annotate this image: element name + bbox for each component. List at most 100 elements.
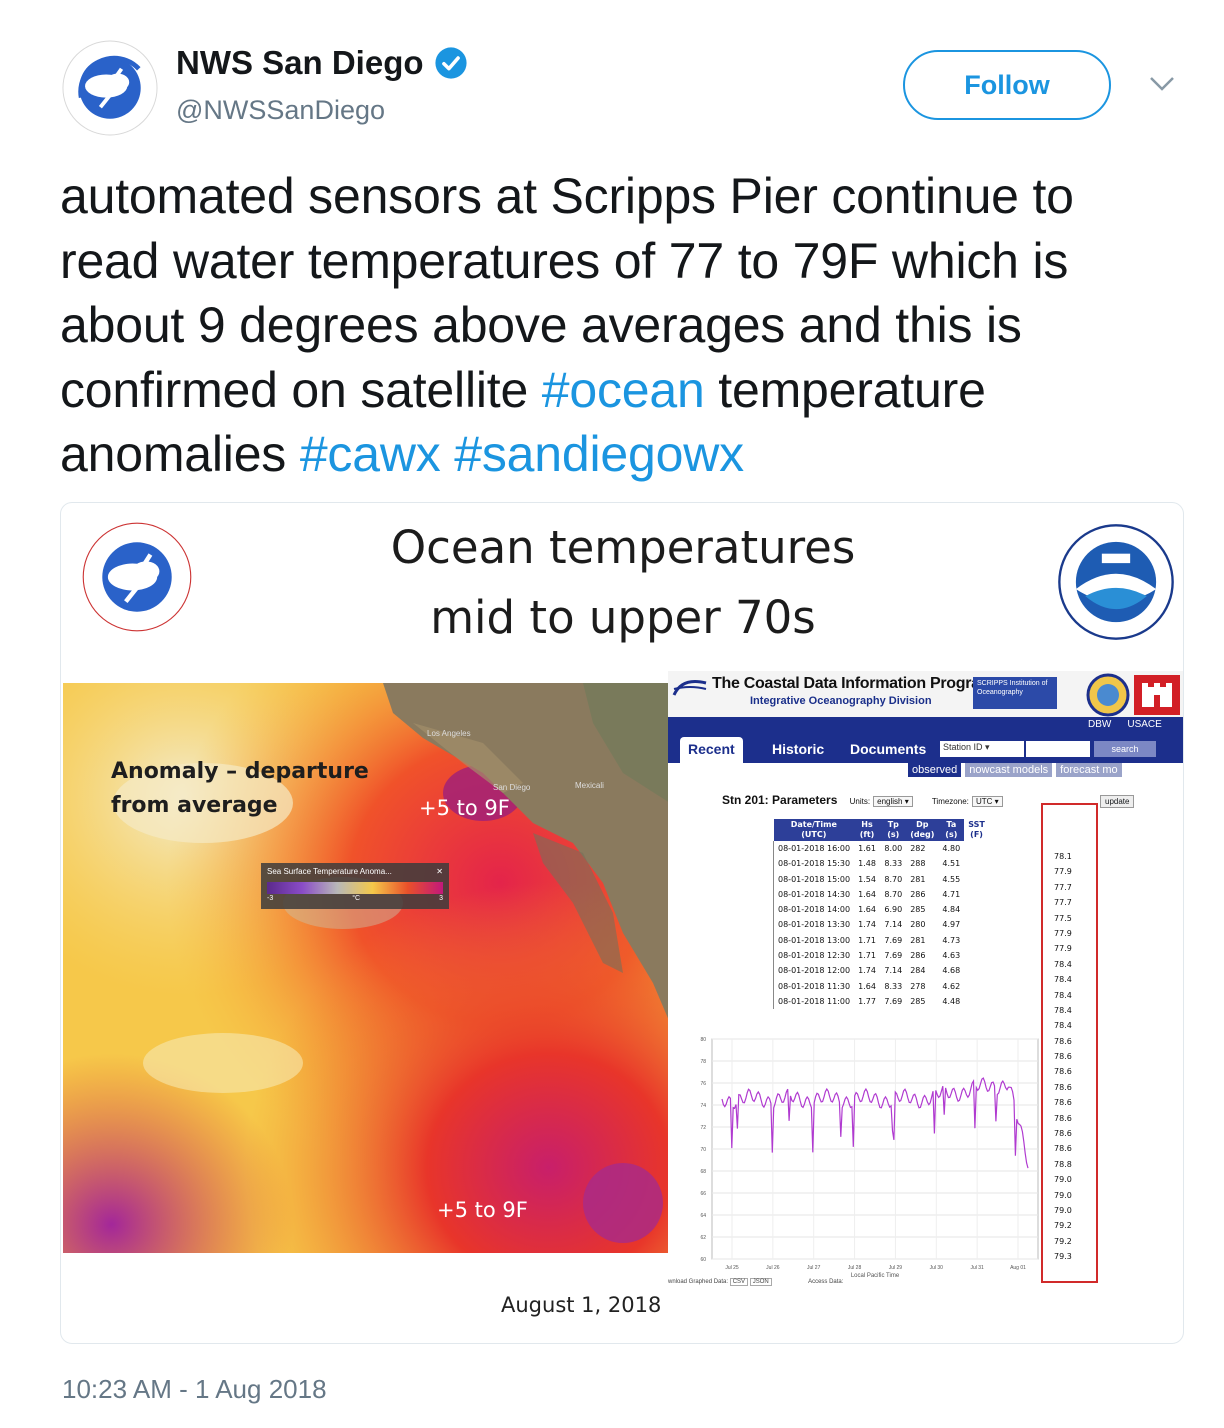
sst-value: 79.3 bbox=[1054, 1252, 1072, 1262]
y-tick-label: 80 bbox=[700, 1037, 706, 1043]
search-button[interactable]: search bbox=[1094, 741, 1156, 757]
units-select[interactable]: english ▾ bbox=[873, 796, 913, 807]
sst-value: 79.0 bbox=[1054, 1175, 1072, 1185]
table-cell: 1.48 bbox=[858, 859, 876, 869]
table-cell: 4.73 bbox=[942, 935, 961, 945]
table-cell: 08-01-2018 15:00 bbox=[773, 871, 855, 887]
sst-value: 78.8 bbox=[1054, 1159, 1072, 1169]
table-cell: 7.14 bbox=[884, 920, 903, 930]
dbw-seal-icon bbox=[1086, 673, 1130, 717]
table-cell: 278 bbox=[910, 981, 926, 991]
agency-row: DBW USACE bbox=[1088, 719, 1162, 730]
y-tick-label: 66 bbox=[700, 1191, 706, 1197]
sst-value: 78.6 bbox=[1054, 1098, 1072, 1108]
user-name-row[interactable]: NWS San Diego bbox=[176, 44, 468, 82]
legend-max: 3 bbox=[439, 895, 443, 902]
table-cell: 1.61 bbox=[858, 844, 876, 853]
table-cell: 7.69 bbox=[884, 996, 903, 1006]
table-row: 08-01-2018 15:00 1.54 8.70 281 4.55 bbox=[773, 871, 989, 887]
table-cell: 08-01-2018 11:00 bbox=[773, 993, 855, 1010]
table-row: 08-01-2018 14:30 1.64 8.70 286 4.71 bbox=[773, 886, 989, 903]
chart-bottom-bar: wnload Graphed Data: CSV JSON Access Dat… bbox=[668, 1278, 844, 1286]
x-tick-label: Jul 26 bbox=[766, 1265, 780, 1271]
update-button[interactable]: update bbox=[1100, 795, 1135, 808]
slide-title-line2: mid to upper 70s bbox=[430, 591, 816, 644]
tab-historic[interactable]: Historic bbox=[772, 741, 825, 757]
dbw-link[interactable]: DBW bbox=[1088, 719, 1112, 730]
close-icon[interactable]: ✕ bbox=[436, 867, 443, 876]
sst-anomaly-map bbox=[63, 683, 670, 1253]
col-header: Ta (s) bbox=[938, 819, 965, 841]
station-id-select[interactable]: Station ID ▾ bbox=[940, 741, 1024, 757]
sst-value: 78.6 bbox=[1054, 1052, 1072, 1062]
x-tick-label: Jul 28 bbox=[848, 1265, 862, 1271]
legend-min: -3 bbox=[267, 895, 274, 902]
chevron-down-icon[interactable] bbox=[1148, 74, 1176, 94]
south-anomaly-label: +5 to 9F bbox=[437, 1198, 528, 1222]
table-cell: 08-01-2018 13:30 bbox=[773, 917, 855, 933]
table-cell: 4.51 bbox=[942, 859, 961, 869]
follow-button[interactable]: Follow bbox=[903, 50, 1111, 120]
slide-title-line1: Ocean temperatures bbox=[390, 521, 856, 574]
sst-series-line bbox=[721, 1077, 1029, 1169]
table-cell: 1.54 bbox=[858, 874, 876, 884]
y-tick-label: 64 bbox=[700, 1213, 706, 1219]
table-row: 08-01-2018 11:30 1.64 8.33 278 4.62 bbox=[773, 978, 989, 994]
sst-value: 77.9 bbox=[1054, 944, 1072, 954]
sst-value: 77.5 bbox=[1054, 913, 1072, 923]
tab-recent[interactable]: Recent bbox=[680, 737, 743, 763]
scripps-badge: SCRIPPS Institution of Oceanography bbox=[973, 677, 1057, 709]
sst-timeseries-chart: 80 78 76 74 72 70 68 66 64 62 60 Jul 25 Jul 26 Jul 27… bbox=[700, 1037, 1039, 1279]
table-cell: 4.48 bbox=[942, 996, 961, 1006]
sst-value: 79.0 bbox=[1054, 1190, 1072, 1200]
legend-title: Sea Surface Temperature Anoma... bbox=[267, 867, 392, 876]
subtab-nowcast[interactable]: nowcast models bbox=[965, 763, 1053, 777]
table-row: 08-01-2018 13:00 1.71 7.69 281 4.73 bbox=[773, 932, 989, 949]
x-axis-title: Local Pacific Time bbox=[851, 1273, 900, 1279]
table-cell: 282 bbox=[910, 844, 926, 853]
hashtag-ocean[interactable]: #ocean bbox=[541, 361, 705, 418]
table-cell: 08-01-2018 14:30 bbox=[773, 886, 855, 903]
table-cell: 8.33 bbox=[884, 981, 903, 991]
user-handle[interactable]: @NWSSanDiego bbox=[176, 95, 385, 125]
hashtag-cawx[interactable]: #cawx bbox=[299, 426, 441, 482]
hashtag-sandiegowx[interactable]: #sandiegowx bbox=[454, 426, 744, 482]
timezone-select[interactable]: UTC ▾ bbox=[971, 796, 1003, 807]
table-cell: 281 bbox=[910, 935, 926, 945]
legend-color-bar bbox=[267, 882, 443, 894]
table-cell: 08-01-2018 16:00 bbox=[773, 841, 855, 857]
table-cell: 7.69 bbox=[884, 951, 903, 961]
sst-legend: Sea Surface Temperature Anoma... ✕ -3 °C… bbox=[261, 863, 449, 909]
y-tick-label: 74 bbox=[700, 1103, 706, 1109]
x-tick-label: Jul 27 bbox=[807, 1265, 821, 1271]
tweet-media-image[interactable]: Ocean temperatures mid to upper 70s bbox=[60, 502, 1184, 1344]
subtab-forecast[interactable]: forecast mo bbox=[1056, 763, 1122, 777]
subtab-observed[interactable]: observed bbox=[908, 763, 962, 777]
sst-value: 79.2 bbox=[1054, 1236, 1072, 1246]
table-row: 08-01-2018 16:00 1.61 8.00 282 4.80 bbox=[773, 841, 989, 857]
tweet-body: automated sensors at Scripps Pier contin… bbox=[60, 168, 1074, 418]
sst-column: 78.1 77.9 77.7 77.7 77.5 77.9 77.9 78.4 78.4 78.4… bbox=[1054, 849, 1072, 1265]
y-tick-label: 60 bbox=[700, 1257, 706, 1263]
sst-value: 78.4 bbox=[1054, 975, 1072, 985]
usace-link[interactable]: USACE bbox=[1127, 719, 1162, 730]
table-cell: 7.14 bbox=[884, 966, 903, 976]
table-row: 08-01-2018 12:00 1.74 7.14 284 4.68 bbox=[773, 963, 989, 979]
table-cell: 08-01-2018 15:30 bbox=[773, 856, 855, 872]
col-header: SST (F) bbox=[964, 819, 989, 841]
table-cell: 8.70 bbox=[884, 889, 903, 899]
station-search-input[interactable] bbox=[1026, 741, 1090, 757]
tweet-timestamp[interactable]: 10:23 AM - 1 Aug 2018 bbox=[62, 1374, 327, 1404]
tab-documents[interactable]: Documents bbox=[850, 741, 927, 757]
table-cell: 1.74 bbox=[858, 966, 876, 976]
anomaly-label-line2: from average bbox=[111, 793, 278, 818]
avatar[interactable] bbox=[62, 40, 158, 136]
cdip-title: The Coastal Data Information Program bbox=[712, 675, 994, 692]
cdip-subtitle: Integrative Oceanography Division bbox=[750, 695, 932, 707]
x-tick-label: Jul 30 bbox=[930, 1265, 944, 1271]
table-cell: 08-01-2018 13:00 bbox=[773, 932, 855, 949]
timezone-label: Timezone: bbox=[931, 797, 969, 806]
user-name[interactable]: NWS San Diego bbox=[176, 44, 424, 81]
table-cell: 08-01-2018 12:00 bbox=[773, 963, 855, 979]
noaa-logo-icon bbox=[1058, 524, 1174, 640]
